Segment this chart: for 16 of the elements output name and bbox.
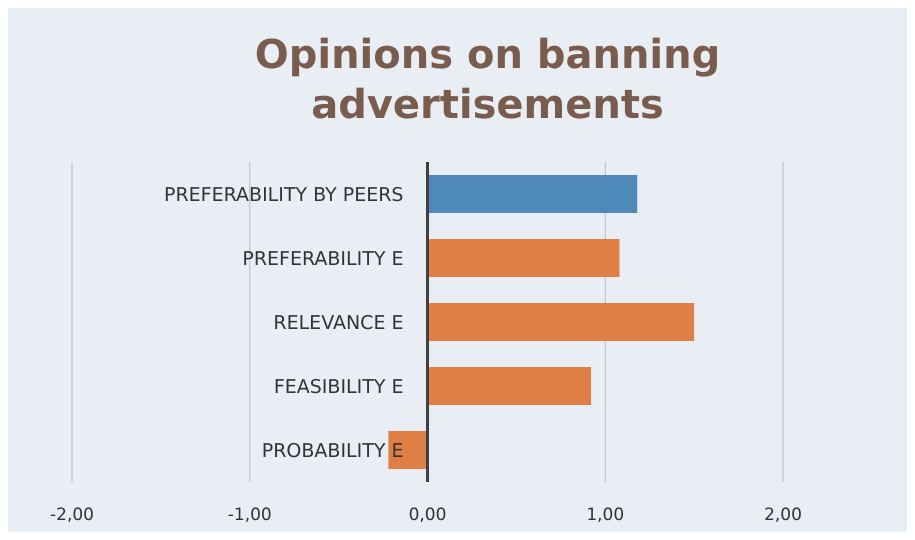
bar — [428, 239, 620, 277]
x-tick-label: -2,00 — [50, 505, 94, 526]
x-tick-label: 0,00 — [408, 505, 446, 526]
y-tick-label: PREFERABILITY E — [242, 248, 404, 270]
x-tick-label: 1,00 — [586, 505, 624, 526]
y-tick-label: FEASIBILITY E — [274, 376, 404, 398]
bar — [428, 367, 592, 405]
y-tick-label: PROBABILITY E — [262, 440, 404, 462]
x-tick-label: 2,00 — [764, 505, 802, 526]
x-tick-label: -1,00 — [228, 505, 272, 526]
y-tick-label: PREFERABILITY BY PEERS — [164, 184, 404, 206]
bar — [428, 175, 638, 213]
chart-title: Opinions on banning advertisements — [254, 31, 722, 130]
y-tick-label: RELEVANCE E — [273, 312, 404, 334]
bar — [428, 303, 694, 341]
bar — [388, 431, 428, 469]
